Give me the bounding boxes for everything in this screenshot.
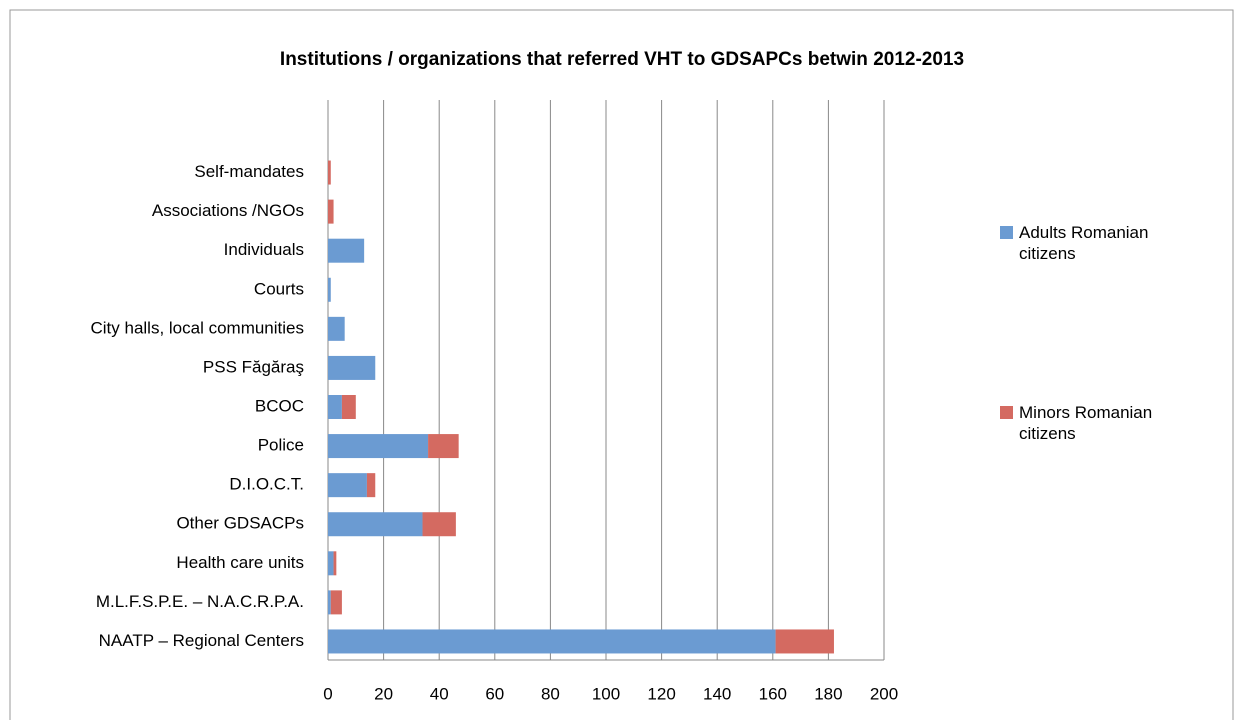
y-tick-label: Other GDSACPs — [176, 514, 304, 533]
y-tick-label: Individuals — [224, 240, 304, 259]
bar — [328, 277, 331, 302]
legend-swatch — [1000, 406, 1013, 419]
bar — [328, 160, 331, 185]
legend-swatch — [1000, 226, 1013, 239]
bar — [366, 473, 376, 498]
bar — [328, 551, 334, 576]
bar — [328, 238, 365, 263]
x-tick-label: 20 — [374, 684, 393, 703]
y-tick-label: Courts — [254, 279, 304, 298]
bar — [775, 629, 834, 654]
bar — [422, 512, 456, 537]
bar — [328, 512, 423, 537]
x-tick-label: 100 — [592, 684, 620, 703]
legend-label: Adults Romanian citizens — [1019, 223, 1149, 263]
y-tick-label: Health care units — [176, 553, 304, 572]
bar — [341, 395, 356, 419]
bar — [328, 199, 334, 224]
bar — [328, 395, 342, 419]
legend-label: Minors Romanian citizens — [1019, 403, 1153, 443]
bar — [328, 629, 776, 654]
chart-border — [9, 9, 1234, 720]
y-tick-label: Associations /NGOs — [152, 201, 304, 220]
x-tick-label: 140 — [703, 684, 731, 703]
x-tick-label: 120 — [647, 684, 675, 703]
x-tick-label: 0 — [323, 684, 332, 703]
x-tick-label: 40 — [430, 684, 449, 703]
legend-item: Minors Romanian citizens — [1000, 402, 1200, 444]
bar — [328, 355, 376, 380]
bar — [328, 434, 429, 459]
chart-title: Institutions / organizations that referr… — [280, 49, 964, 70]
bar — [328, 473, 367, 498]
bar — [328, 316, 345, 341]
y-tick-label: Police — [258, 436, 304, 455]
bar — [333, 551, 337, 576]
legend-item: Adults Romanian citizens — [1000, 222, 1200, 264]
x-tick-label: 160 — [759, 684, 787, 703]
x-tick-label: 80 — [541, 684, 560, 703]
bar — [330, 590, 342, 615]
x-tick-label: 180 — [814, 684, 842, 703]
bar — [328, 590, 331, 615]
y-tick-label: D.I.O.C.T. — [229, 475, 304, 494]
x-tick-label: 60 — [485, 684, 504, 703]
y-tick-label: City halls, local communities — [90, 318, 304, 337]
y-tick-label: M.L.F.S.P.E. – N.A.C.R.P.A. — [96, 592, 304, 611]
y-tick-label: NAATP – Regional Centers — [99, 631, 304, 650]
y-tick-label: PSS Făgăraş — [203, 357, 304, 376]
x-tick-label: 200 — [870, 684, 898, 703]
y-tick-label: Self-mandates — [194, 162, 304, 181]
y-tick-label: BCOC — [255, 396, 304, 415]
bar — [428, 434, 459, 459]
